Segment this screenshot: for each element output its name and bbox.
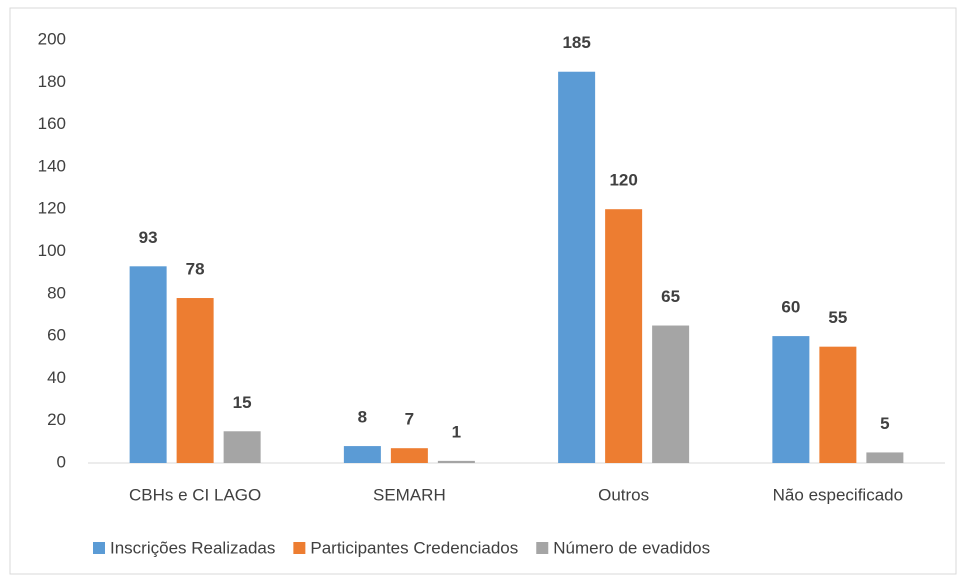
legend-swatch	[536, 542, 549, 554]
bar	[129, 266, 167, 463]
y-tick-label: 140	[38, 156, 66, 175]
y-tick-label: 160	[38, 114, 66, 133]
legend-swatch	[293, 542, 306, 554]
y-tick-label: 20	[47, 410, 66, 429]
y-tick-label: 60	[47, 326, 66, 345]
x-tick-label: Não especificado	[773, 485, 903, 504]
legend-swatch	[93, 542, 105, 554]
chart-border	[9, 7, 957, 575]
bar	[176, 298, 214, 463]
bar	[772, 336, 810, 463]
data-label: 185	[562, 33, 590, 52]
x-tick-label: CBHs e CI LAGO	[129, 485, 261, 504]
y-tick-label: 0	[57, 452, 66, 471]
bar	[390, 448, 428, 463]
data-label: 65	[661, 287, 680, 306]
bar	[437, 460, 475, 463]
y-tick-label: 120	[38, 199, 66, 218]
legend-label: Inscrições Realizadas	[110, 538, 275, 557]
data-label: 15	[233, 393, 252, 412]
data-label: 7	[405, 410, 414, 429]
x-tick-label: Outros	[598, 485, 649, 504]
y-tick-label: 100	[38, 241, 66, 260]
data-label: 8	[358, 408, 367, 427]
bar	[558, 71, 596, 463]
bar	[343, 446, 381, 463]
legend-label: Participantes Credenciados	[310, 538, 518, 557]
data-label: 78	[186, 260, 205, 279]
data-label: 120	[609, 171, 637, 190]
data-label: 55	[828, 308, 847, 327]
x-tick-label: SEMARH	[373, 485, 446, 504]
bar	[652, 325, 690, 463]
y-tick-label: 80	[47, 283, 66, 302]
y-tick-label: 200	[38, 29, 66, 48]
y-tick-label: 180	[38, 72, 66, 91]
legend-label: Número de evadidos	[553, 538, 710, 557]
bar	[605, 209, 643, 463]
data-label: 93	[139, 228, 158, 247]
data-label: 1	[452, 422, 461, 441]
bar	[866, 452, 904, 463]
data-label: 60	[781, 298, 800, 317]
y-tick-label: 40	[47, 368, 66, 387]
data-label: 5	[880, 414, 889, 433]
bar	[223, 431, 261, 463]
bar	[819, 346, 857, 463]
